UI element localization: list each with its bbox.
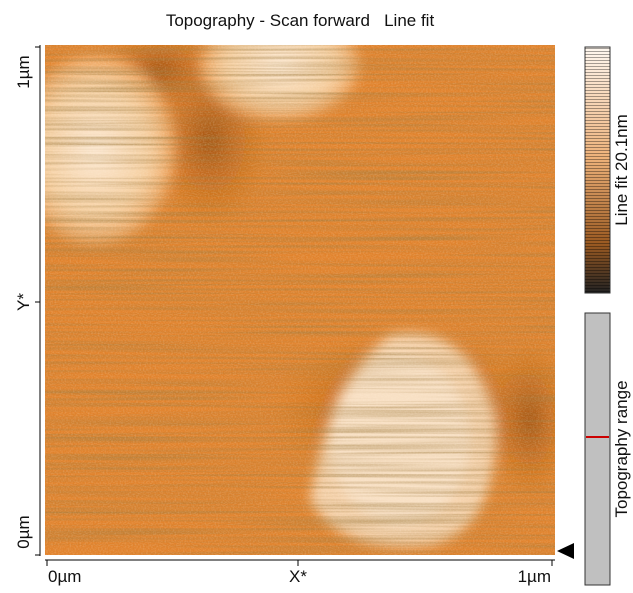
range-bar-label: Topography range	[612, 380, 631, 517]
colorbar	[584, 46, 611, 294]
y-bottom-label: 0µm	[14, 515, 33, 548]
colorbar-label: Line fit 20.1nm	[612, 114, 631, 226]
window-title: Topography - Scan forward Line fit	[166, 11, 435, 30]
x-left-label: 0µm	[48, 567, 81, 586]
range-pointer[interactable]	[557, 543, 574, 559]
y-mid-label: Y*	[14, 293, 33, 311]
y-top-label: 1µm	[14, 55, 33, 88]
range-bar[interactable]	[584, 312, 611, 586]
topography-image	[45, 45, 555, 555]
x-mid-label: X*	[289, 567, 307, 586]
x-right-label: 1µm	[518, 567, 551, 586]
